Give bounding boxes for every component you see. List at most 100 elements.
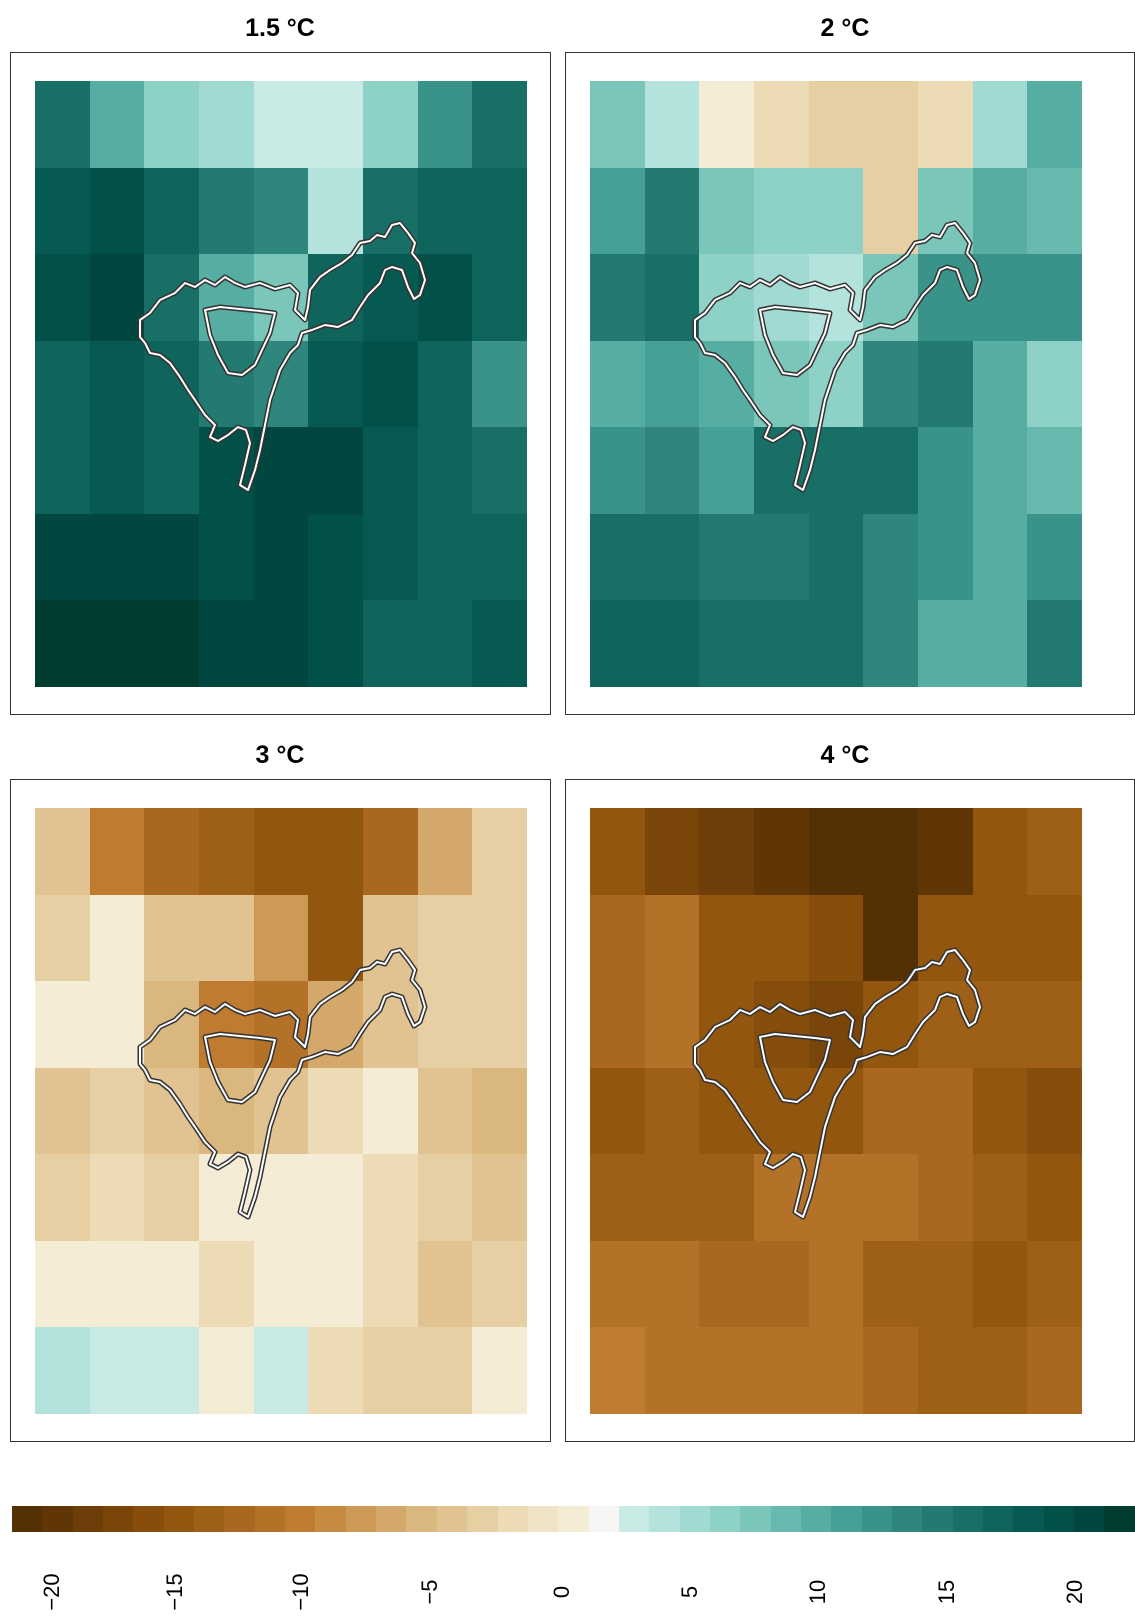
raster-cell xyxy=(590,1240,645,1328)
legend-swatch xyxy=(861,1506,892,1532)
raster-cell xyxy=(199,1327,254,1414)
legend-swatch xyxy=(103,1506,134,1532)
raster-cell xyxy=(89,1327,145,1414)
legend-swatch xyxy=(740,1506,771,1532)
raster-cell xyxy=(590,808,645,895)
raster-cell xyxy=(253,167,309,255)
raster-cell xyxy=(972,1327,1028,1414)
raster-cell xyxy=(363,981,418,1068)
raster-cell xyxy=(644,513,700,601)
legend-swatch xyxy=(1013,1506,1044,1532)
legend-tick: 15 xyxy=(934,1579,959,1605)
raster-cell xyxy=(918,427,973,514)
raster-cell xyxy=(590,167,645,255)
raster-cell xyxy=(472,427,527,514)
raster-cell xyxy=(808,340,864,428)
legend-swatch xyxy=(1104,1506,1135,1532)
raster-cell xyxy=(644,1240,700,1328)
raster-cell xyxy=(808,254,864,341)
raster-cell xyxy=(308,1240,363,1328)
legend-swatch xyxy=(436,1506,468,1532)
raster-cell xyxy=(472,167,527,255)
color-scale-bar xyxy=(12,1506,1135,1532)
raster-cell xyxy=(1027,1067,1082,1155)
legend-swatch xyxy=(588,1506,619,1532)
raster-cell xyxy=(918,167,973,255)
raster-cell xyxy=(199,340,254,428)
raster-cell xyxy=(144,427,199,514)
legend-swatch xyxy=(194,1506,225,1532)
raster-cell xyxy=(35,600,90,687)
raster-cell xyxy=(644,427,700,514)
raster-cell xyxy=(808,600,864,687)
raster-cell xyxy=(89,427,145,514)
raster-cell xyxy=(863,513,918,601)
raster-cell xyxy=(590,254,645,341)
raster-cell xyxy=(472,513,527,601)
raster-cell xyxy=(699,254,754,341)
raster-cell xyxy=(308,427,363,514)
legend-swatch xyxy=(891,1506,923,1532)
raster-cell xyxy=(417,340,473,428)
raster-cell xyxy=(363,254,418,341)
raster-cell xyxy=(253,894,309,982)
raster-cell xyxy=(972,1067,1028,1155)
raster-cell xyxy=(89,340,145,428)
raster-cell xyxy=(590,81,645,168)
raster-cell xyxy=(1027,1327,1082,1414)
legend-swatch xyxy=(224,1506,255,1532)
raster-cell xyxy=(754,340,809,428)
raster-cell xyxy=(308,167,363,255)
raster-cell xyxy=(918,81,973,168)
raster-cell xyxy=(863,81,918,168)
raster-cell xyxy=(808,427,864,514)
raster-cell xyxy=(199,81,254,168)
raster-cell xyxy=(644,254,700,341)
raster-cell xyxy=(89,1240,145,1328)
panel-title-2: 2 °C xyxy=(820,14,870,42)
raster-cell xyxy=(472,808,527,895)
raster-cell xyxy=(754,81,809,168)
raster-cell xyxy=(363,1067,418,1155)
raster-cell xyxy=(754,894,809,982)
raster-grid-4 xyxy=(590,808,1082,1414)
legend-swatch xyxy=(345,1506,377,1532)
raster-cell xyxy=(144,254,199,341)
raster-cell xyxy=(699,1154,754,1241)
raster-cell xyxy=(89,981,145,1068)
raster-cell xyxy=(754,600,809,687)
raster-cell xyxy=(644,981,700,1068)
raster-cell xyxy=(89,1067,145,1155)
raster-cell xyxy=(644,340,700,428)
legend-swatch xyxy=(618,1506,650,1532)
raster-cell xyxy=(417,1154,473,1241)
raster-cell xyxy=(363,427,418,514)
raster-cell xyxy=(754,167,809,255)
raster-cell xyxy=(35,81,90,168)
raster-cell xyxy=(35,808,90,895)
legend-swatch xyxy=(800,1506,832,1532)
raster-cell xyxy=(808,981,864,1068)
raster-cell xyxy=(1027,1154,1082,1241)
legend-swatch xyxy=(406,1506,437,1532)
raster-cell xyxy=(89,1154,145,1241)
raster-cell xyxy=(417,427,473,514)
raster-cell xyxy=(472,81,527,168)
raster-cell xyxy=(590,981,645,1068)
raster-cell xyxy=(253,981,309,1068)
raster-cell xyxy=(972,981,1028,1068)
raster-cell xyxy=(417,1327,473,1414)
raster-cell xyxy=(199,427,254,514)
raster-cell xyxy=(144,894,199,982)
raster-cell xyxy=(417,513,473,601)
raster-cell xyxy=(808,513,864,601)
raster-cell xyxy=(754,1327,809,1414)
raster-cell xyxy=(808,894,864,982)
raster-cell xyxy=(863,894,918,982)
legend-swatch xyxy=(1074,1506,1105,1532)
legend-tick: 5 xyxy=(677,1585,702,1599)
raster-cell xyxy=(1027,600,1082,687)
legend-swatch xyxy=(983,1506,1014,1532)
raster-cell xyxy=(863,1327,918,1414)
raster-cell xyxy=(253,254,309,341)
